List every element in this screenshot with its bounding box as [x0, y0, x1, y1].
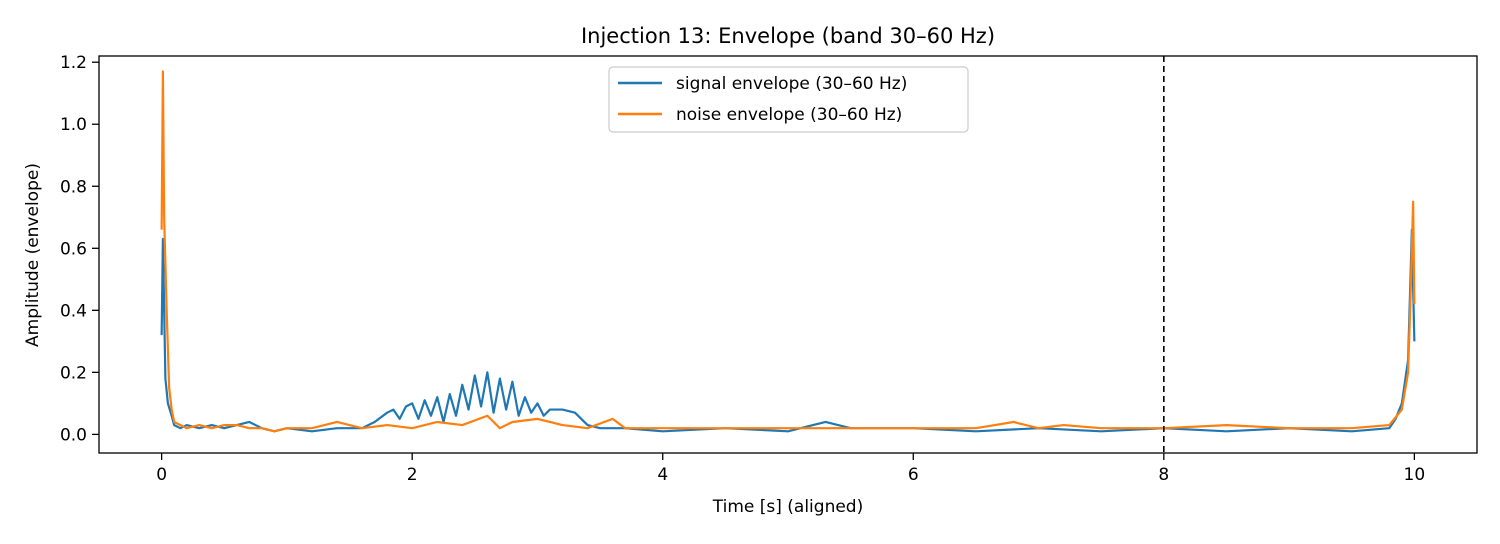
chart-title: Injection 13: Envelope (band 30–60 Hz) [581, 24, 995, 48]
y-tick-label: 0.4 [60, 301, 87, 321]
y-tick-label: 1.2 [60, 53, 87, 73]
legend: signal envelope (30–60 Hz) noise envelope… [608, 66, 969, 133]
y-tick-label: 0.6 [60, 239, 87, 259]
axes-frame [98, 55, 1478, 454]
x-tick-label: 6 [908, 465, 919, 485]
axes: 0 2 4 6 8 10 0.0 0.2 0.4 0.6 0.8 1.0 1.2 [60, 53, 1478, 485]
legend-label: signal envelope (30–60 Hz) [676, 74, 907, 94]
y-tick-label: 0.8 [60, 177, 87, 197]
y-tick-label: 0.0 [60, 425, 87, 445]
series-line-noise [160, 70, 1416, 433]
x-tick-label: 2 [407, 465, 418, 485]
legend-label: noise envelope (30–60 Hz) [676, 105, 902, 125]
series-line-signal [160, 228, 1416, 433]
plot-area [160, 56, 1416, 453]
x-axis-label: Time [s] (aligned) [712, 497, 863, 517]
x-tick-label: 0 [156, 465, 167, 485]
y-axis-label: Amplitude (envelope) [23, 163, 43, 347]
x-tick-label: 10 [1404, 465, 1426, 485]
legend-box [608, 66, 969, 133]
x-tick-label: 8 [1158, 465, 1169, 485]
x-tick-label: 4 [657, 465, 668, 485]
y-tick-label: 0.2 [60, 363, 87, 383]
y-tick-label: 1.0 [60, 115, 87, 135]
